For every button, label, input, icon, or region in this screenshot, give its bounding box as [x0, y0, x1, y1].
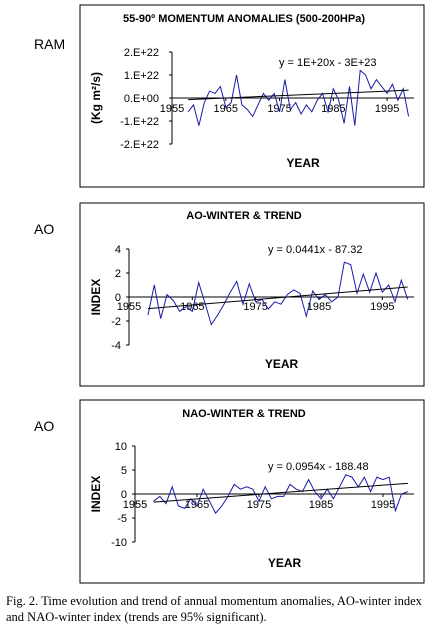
chart-3-x-tick-label: 1975 [247, 499, 271, 511]
chart-3-trend-line [153, 482, 408, 503]
chart-3-title: NAO-WINTER & TREND [182, 408, 305, 420]
chart-2-y-tick-label: 2 [115, 268, 121, 280]
chart-1-x-axis-label: YEAR [286, 156, 320, 170]
chart-3-side-label: AO [34, 418, 54, 434]
chart-1-x-tick-label: 1995 [375, 103, 399, 115]
chart-1-trend-equation: y = 1E+20x - 3E+23 [279, 57, 377, 69]
chart-2-y-tick-label: -4 [111, 340, 121, 352]
chart-3-frame [79, 399, 425, 584]
chart-2-x-tick-label: 1995 [370, 301, 394, 313]
chart-1-y-tick-label: -2.E+22 [120, 139, 159, 151]
chart-2-trend-equation: y = 0.0441x - 87.32 [268, 244, 362, 256]
chart-1-y-tick-label: 1.E+22 [124, 70, 159, 82]
chart-2-x-axis-label: YEAR [265, 357, 299, 371]
chart-3-y-tick-label: -5 [117, 513, 127, 525]
chart-1-title: 55-90º MOMENTUM ANOMALIES (500-200HPa) [123, 13, 365, 25]
chart-2-y-tick-label: 0 [115, 292, 121, 304]
chart-2-x-tick-label: 1955 [117, 301, 141, 313]
chart-1-frame [79, 4, 425, 188]
chart-2-frame [79, 202, 425, 387]
chart-2-series-1-line [147, 261, 409, 326]
chart-2-y-tick-label: 4 [115, 244, 121, 256]
figure-caption: Fig. 2. Time evolution and trend of annu… [6, 594, 422, 624]
chart-2-y-axis-label: INDEX [89, 279, 103, 316]
chart-3-trend-equation: y = 0.0954x - 188.48 [268, 461, 369, 473]
chart-3-y-tick-label: 0 [121, 489, 127, 501]
chart-3-series-1-line [153, 474, 408, 515]
chart-2-side-label: AO [34, 221, 54, 237]
chart-1-y-axis-label: (Kg m²/s) [89, 72, 103, 124]
chart-3-y-tick-label: 10 [115, 441, 127, 453]
chart-3-x-tick-label: 1955 [123, 499, 147, 511]
chart-2-x-tick-label: 1975 [243, 301, 267, 313]
chart-1-x-tick-label: 1965 [214, 103, 238, 115]
chart-3-x-tick-label: 1985 [309, 499, 333, 511]
chart-3-y-tick-label: -10 [111, 537, 127, 549]
chart-2-title: AO-WINTER & TREND [186, 210, 302, 222]
chart-2-x-tick-label: 1985 [307, 301, 331, 313]
chart-1-trend-line [188, 89, 409, 101]
chart-3-y-axis-label: INDEX [89, 476, 103, 513]
chart-1-side-label: RAM [34, 36, 65, 52]
chart-1-series-1-line [187, 69, 410, 126]
chart-2-y-tick-label: -2 [111, 316, 121, 328]
chart-3-y-tick-label: 5 [121, 465, 127, 477]
chart-3-x-axis-label: YEAR [268, 556, 302, 570]
chart-1-x-tick-label: 1955 [160, 103, 184, 115]
chart-1-y-tick-label: 2.E+22 [124, 47, 159, 59]
chart-1-x-tick-label: 1985 [321, 103, 345, 115]
chart-2-trend-line [147, 286, 408, 310]
chart-3-x-tick-label: 1995 [371, 499, 395, 511]
chart-1-y-tick-label: 0.E+00 [124, 93, 159, 105]
chart-1-y-tick-label: -1.E+22 [120, 116, 159, 128]
